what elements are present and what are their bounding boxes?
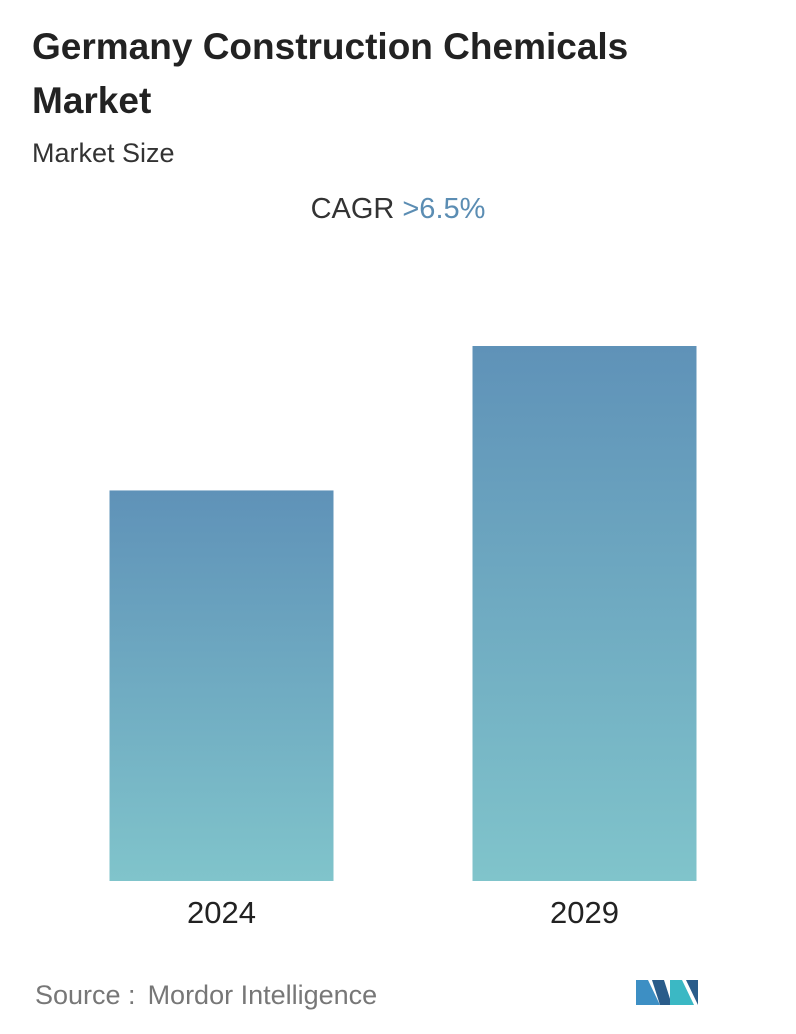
- source: Source : Mordor Intelligence: [35, 980, 377, 1010]
- cagr: CAGR >6.5%: [311, 193, 486, 225]
- x-tick-label: 2024: [187, 895, 256, 930]
- bar: [472, 346, 697, 881]
- cagr-value: >6.5%: [402, 193, 485, 225]
- chart-title: Germany Construction Chemicals Market: [32, 26, 629, 121]
- source-name: Mordor Intelligence: [148, 980, 378, 1010]
- cagr-label: CAGR: [311, 193, 395, 225]
- chart-subtitle: Market Size: [32, 138, 175, 168]
- logo: [636, 980, 698, 1005]
- bar: [109, 490, 334, 881]
- source-label: Source :: [35, 980, 136, 1010]
- x-tick-label: 2029: [550, 895, 619, 930]
